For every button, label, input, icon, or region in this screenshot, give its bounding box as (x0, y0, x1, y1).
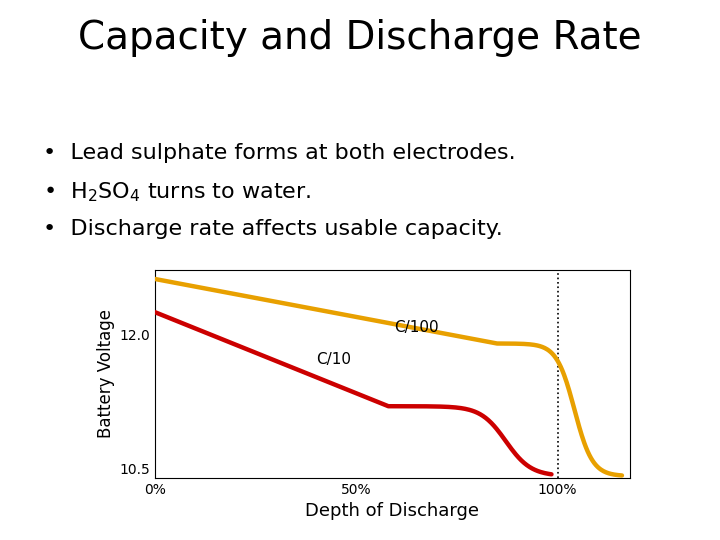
Text: C/100: C/100 (395, 320, 439, 335)
X-axis label: Depth of Discharge: Depth of Discharge (305, 502, 480, 521)
Text: •  Lead sulphate forms at both electrodes.: • Lead sulphate forms at both electrodes… (43, 143, 516, 163)
Y-axis label: Battery Voltage: Battery Voltage (97, 309, 115, 438)
Text: Capacity and Discharge Rate: Capacity and Discharge Rate (78, 19, 642, 57)
Text: •  Discharge rate affects usable capacity.: • Discharge rate affects usable capacity… (43, 219, 503, 239)
Text: •  H$_2$SO$_4$ turns to water.: • H$_2$SO$_4$ turns to water. (43, 181, 312, 205)
Text: C/10: C/10 (316, 352, 351, 367)
